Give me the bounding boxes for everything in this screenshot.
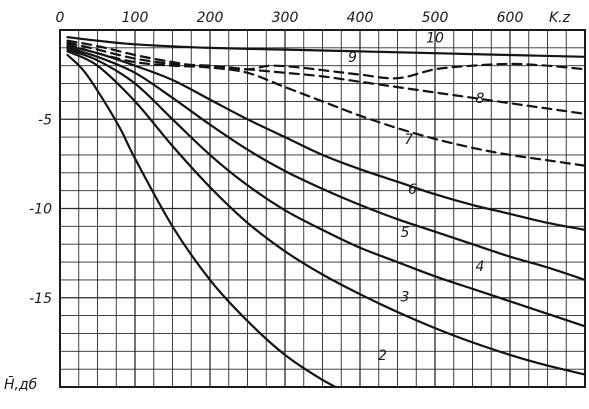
x-tick-label: 100 <box>122 10 149 26</box>
series-3-line <box>66 50 585 376</box>
y-axis-title: H̄,дб <box>4 375 38 393</box>
tick-labels: 0 100 200 300 400 500 600 -5 -10 -15 <box>29 10 523 307</box>
series-10-label: 10 <box>426 30 444 46</box>
y-tick-label: -10 <box>29 202 52 218</box>
grid <box>59 29 586 388</box>
x-tick-label: 0 <box>56 10 65 26</box>
curve-labels: 2 3 4 5 6 7 8 9 10 <box>348 30 485 364</box>
series-6-label: 6 <box>408 182 417 198</box>
series-4-label: 4 <box>476 259 485 275</box>
series-2-line <box>66 53 338 387</box>
curves <box>66 36 585 387</box>
x-tick-label: 500 <box>422 10 449 26</box>
series-10-line <box>66 36 585 58</box>
series-7-line <box>66 43 585 167</box>
series-8-label: 8 <box>476 91 485 107</box>
series-4-line <box>66 48 585 328</box>
series-3-label: 3 <box>401 289 410 305</box>
series-2-label: 2 <box>378 348 387 364</box>
y-tick-label: -5 <box>38 112 52 128</box>
series-5-line <box>66 46 585 281</box>
x-tick-label: 300 <box>272 10 299 26</box>
series-5-label: 5 <box>401 225 410 241</box>
x-tick-label: 400 <box>347 10 374 26</box>
series-9-label: 9 <box>348 50 357 66</box>
x-tick-label: 200 <box>197 10 224 26</box>
series-6-line <box>66 45 585 231</box>
y-tick-label: -15 <box>29 291 52 307</box>
x-axis-title: K.z <box>549 10 571 26</box>
series-7-label: 7 <box>404 132 413 148</box>
x-tick-label: 600 <box>497 10 524 26</box>
series-8-line <box>66 41 585 115</box>
series-9-line <box>66 39 585 80</box>
